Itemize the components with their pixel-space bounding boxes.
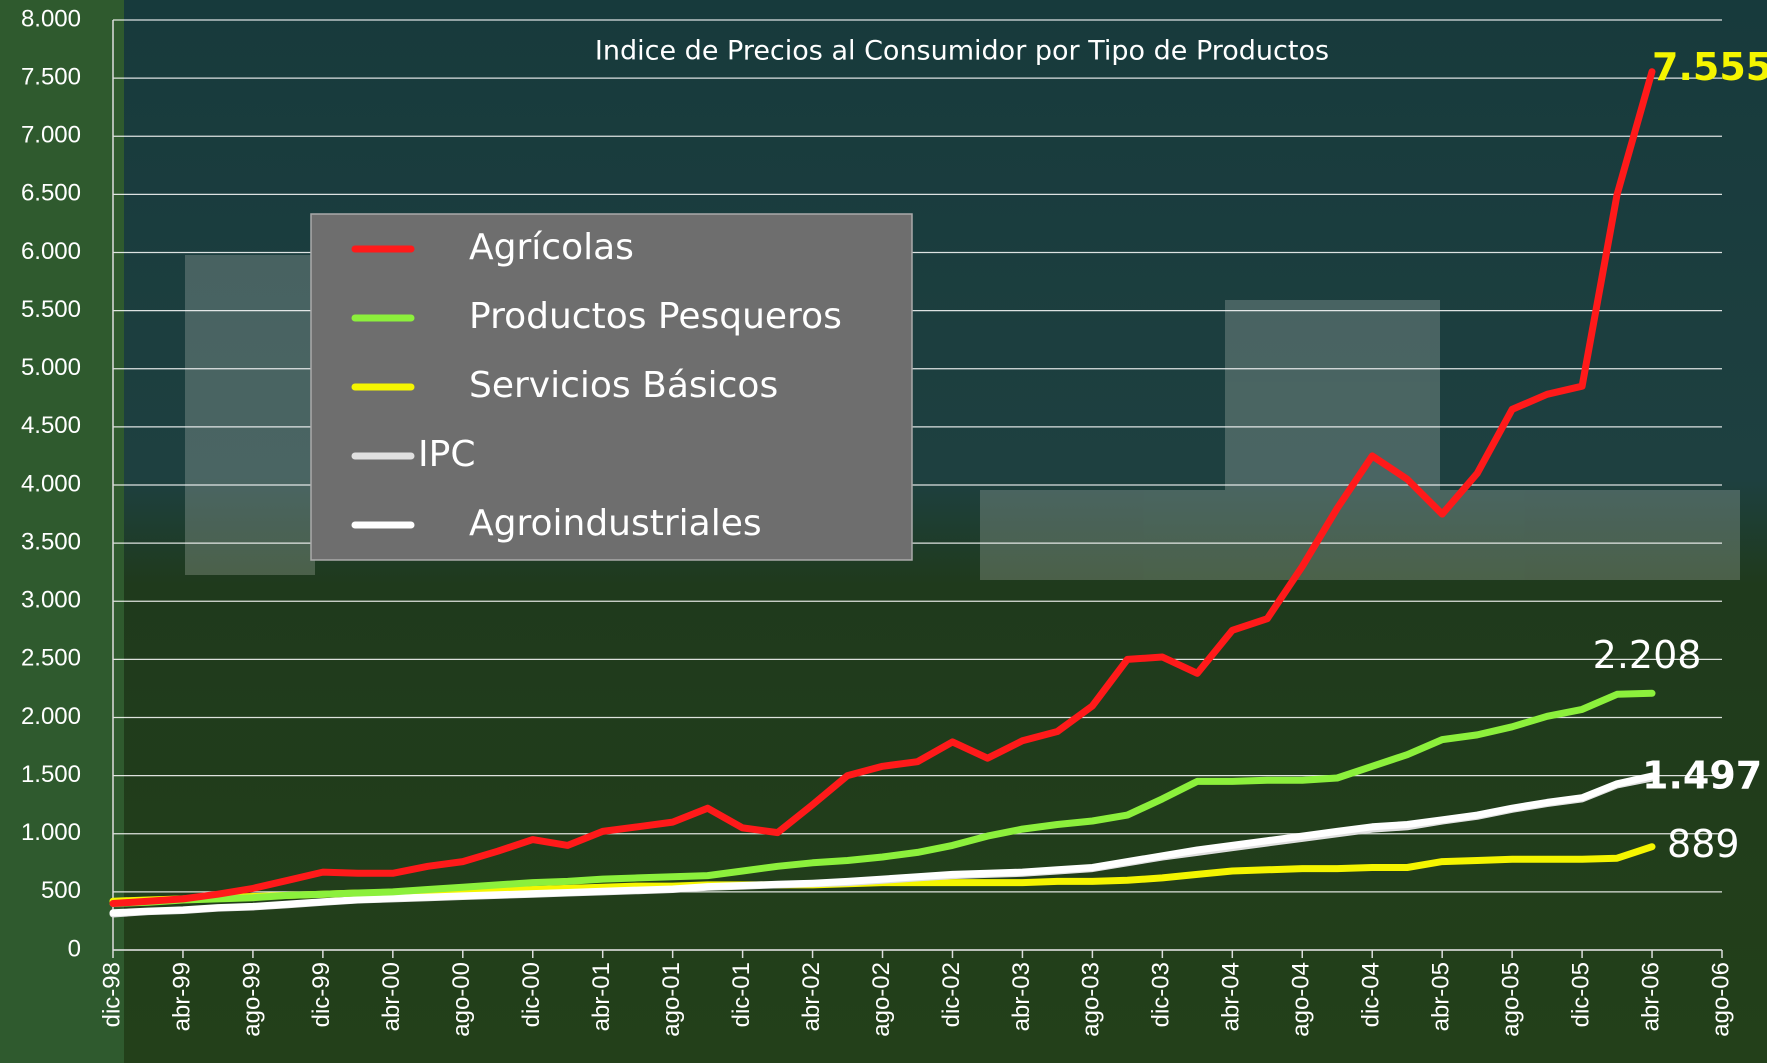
y-tick-label: 2.500 xyxy=(21,645,81,672)
x-tick-label: dic-01 xyxy=(728,962,755,1027)
x-tick-label: dic-02 xyxy=(938,962,965,1027)
y-tick-label: 4.000 xyxy=(21,470,81,497)
y-tick-label: 3.000 xyxy=(21,587,81,614)
legend-label: Agrícolas xyxy=(469,227,634,268)
y-tick-label: 5.000 xyxy=(21,354,81,381)
x-tick-label: abr-05 xyxy=(1428,962,1455,1031)
legend-label: Agroindustriales xyxy=(469,503,762,544)
y-tick-label: 4.500 xyxy=(21,412,81,439)
value-label: 889 xyxy=(1667,822,1740,866)
x-tick-label: abr-04 xyxy=(1218,962,1245,1031)
y-tick-label: 7.000 xyxy=(21,122,81,149)
y-tick-label: 5.500 xyxy=(21,296,81,323)
y-tick-label: 1.500 xyxy=(21,761,81,788)
x-tick-label: abr-06 xyxy=(1637,962,1664,1031)
x-tick-label: ago-05 xyxy=(1497,962,1524,1037)
x-tick-label: dic-03 xyxy=(1148,962,1175,1027)
x-tick-label: abr-03 xyxy=(1008,962,1035,1031)
x-tick-label: dic-00 xyxy=(518,962,545,1027)
y-tick-label: 6.000 xyxy=(21,238,81,265)
value-label: 7.555 xyxy=(1652,45,1767,89)
y-tick-label: 6.500 xyxy=(21,180,81,207)
value-label: 1.497 xyxy=(1642,753,1762,797)
value-label: 2.208 xyxy=(1593,633,1702,677)
x-tick-label: abr-02 xyxy=(798,962,825,1031)
x-tick-label: abr-00 xyxy=(378,962,405,1031)
x-tick-label: ago-00 xyxy=(448,962,475,1037)
x-tick-label: ago-06 xyxy=(1707,962,1734,1037)
y-tick-label: 7.500 xyxy=(21,63,81,90)
y-tick-label: 1.000 xyxy=(21,819,81,846)
x-tick-label: ago-99 xyxy=(238,962,265,1037)
x-tick-label: ago-03 xyxy=(1078,962,1105,1037)
series-line xyxy=(109,68,1656,907)
background-buildings xyxy=(185,255,1740,580)
legend-label: Servicios Básicos xyxy=(469,365,778,406)
x-tick-label: abr-99 xyxy=(168,962,195,1031)
x-tick-label: ago-02 xyxy=(868,962,895,1037)
legend-label: IPC xyxy=(418,434,475,475)
x-tick-label: abr-01 xyxy=(588,962,615,1031)
x-tick-label: ago-01 xyxy=(658,962,685,1037)
y-tick-label: 0 xyxy=(68,935,81,962)
left-strip xyxy=(0,0,124,1063)
legend-label: Productos Pesqueros xyxy=(469,296,842,337)
series-line xyxy=(109,772,1656,917)
y-tick-label: 2.000 xyxy=(21,703,81,730)
y-tick-label: 3.500 xyxy=(21,528,81,555)
y-tick-label: 8.000 xyxy=(21,5,81,32)
x-tick-label: dic-99 xyxy=(308,962,335,1027)
x-tick-label: ago-04 xyxy=(1288,962,1315,1037)
x-tick-label: dic-04 xyxy=(1358,962,1385,1027)
y-tick-label: 500 xyxy=(41,877,81,904)
x-tick-label: dic-05 xyxy=(1567,962,1594,1027)
series-line xyxy=(109,689,1656,907)
x-tick-label: dic-98 xyxy=(98,962,125,1027)
chart-title: Indice de Precios al Consumidor por Tipo… xyxy=(595,36,1329,67)
